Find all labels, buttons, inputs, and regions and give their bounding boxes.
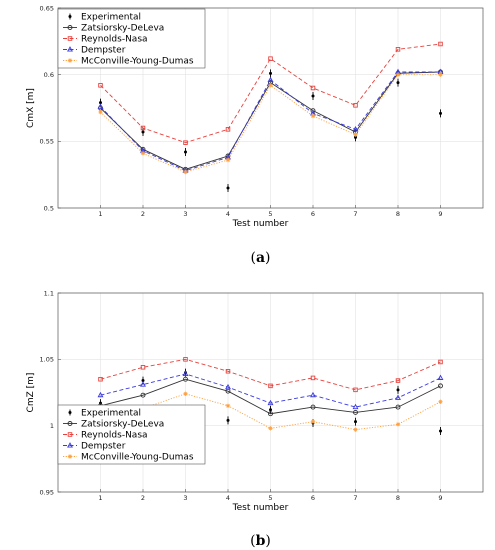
data-point <box>227 419 230 422</box>
legend-marker <box>69 15 72 18</box>
data-point <box>438 400 442 404</box>
data-point <box>311 114 315 118</box>
data-point <box>98 110 102 114</box>
legend-label: Experimental <box>81 13 141 23</box>
data-point <box>396 72 400 76</box>
data-point <box>269 408 272 411</box>
legend-label: Reynolds-Nasa <box>81 35 148 45</box>
legend-marker <box>68 58 72 62</box>
panel-caption: (a) <box>250 250 270 266</box>
data-point <box>227 187 230 190</box>
data-point <box>397 81 400 84</box>
x-tick-label: 4 <box>226 210 230 218</box>
x-tick-label: 3 <box>183 494 187 502</box>
data-point <box>183 170 187 174</box>
legend: ExperimentalZatsiorsky-DeLevaReynolds-Na… <box>58 405 205 464</box>
x-tick-label: 8 <box>396 494 400 502</box>
data-point <box>312 95 315 98</box>
legend-label: Dempster <box>81 46 126 56</box>
y-tick-label: 0.95 <box>40 488 54 496</box>
legend-label: Dempster <box>81 442 126 452</box>
legend-label: McConville-Young-Dumas <box>81 57 194 67</box>
x-tick-label: 4 <box>226 494 230 502</box>
x-tick-label: 1 <box>98 210 102 218</box>
x-tick-label: 7 <box>353 494 357 502</box>
data-point <box>439 112 442 115</box>
legend-label: Experimental <box>81 409 141 419</box>
y-tick-label: 1.1 <box>44 289 54 297</box>
data-point <box>226 158 230 162</box>
data-point <box>183 392 187 396</box>
y-tick-label: 0.55 <box>40 138 54 146</box>
y-tick-label: 0.65 <box>40 4 54 12</box>
x-tick-label: 8 <box>396 210 400 218</box>
caption-letter: a <box>256 250 265 266</box>
y-tick-label: 1.05 <box>40 356 54 364</box>
y-tick-label: 0.6 <box>44 71 54 79</box>
x-tick-label: 2 <box>141 210 145 218</box>
x-axis-label: Test number <box>232 219 289 229</box>
y-axis-label: CmZ [m] <box>26 373 36 413</box>
data-point <box>397 388 400 391</box>
panel-caption: (b) <box>250 533 271 549</box>
x-tick-label: 3 <box>183 210 187 218</box>
data-point <box>354 420 357 423</box>
x-tick-label: 9 <box>438 494 442 502</box>
caption-close: ) <box>265 250 270 266</box>
data-point <box>268 83 272 87</box>
data-point <box>142 131 145 134</box>
x-tick-label: 1 <box>98 494 102 502</box>
legend: ExperimentalZatsiorsky-DeLevaReynolds-Na… <box>58 9 205 68</box>
data-point <box>268 426 272 430</box>
x-tick-label: 6 <box>311 210 315 218</box>
x-axis-label: Test number <box>232 503 289 513</box>
data-point <box>439 429 442 432</box>
legend-item: McConville-Young-Dumas <box>63 57 194 67</box>
x-tick-label: 6 <box>311 494 315 502</box>
legend-label: McConville-Young-Dumas <box>81 453 194 463</box>
x-tick-label: 5 <box>268 494 272 502</box>
y-axis-label: CmX [m] <box>26 88 36 128</box>
data-point <box>311 419 315 423</box>
data-point <box>438 72 442 76</box>
legend-label: Reynolds-Nasa <box>81 431 148 441</box>
data-point <box>184 151 187 154</box>
x-tick-label: 9 <box>438 210 442 218</box>
y-tick-label: 1 <box>50 422 54 430</box>
caption-letter: b <box>256 533 266 549</box>
data-point <box>353 427 357 431</box>
caption-close: ) <box>265 533 270 549</box>
x-tick-label: 2 <box>141 494 145 502</box>
x-tick-label: 5 <box>268 210 272 218</box>
data-point <box>353 132 357 136</box>
data-point <box>396 422 400 426</box>
x-tick-label: 7 <box>353 210 357 218</box>
data-point <box>269 72 272 75</box>
legend-marker <box>68 454 72 458</box>
legend-label: Zatsiorsky-DeLeva <box>81 420 164 430</box>
legend-marker <box>69 411 72 414</box>
legend-label: Zatsiorsky-DeLeva <box>81 24 164 34</box>
legend-item: McConville-Young-Dumas <box>63 453 194 463</box>
data-point <box>141 151 145 155</box>
data-point <box>226 404 230 408</box>
y-tick-label: 0.5 <box>44 204 54 212</box>
